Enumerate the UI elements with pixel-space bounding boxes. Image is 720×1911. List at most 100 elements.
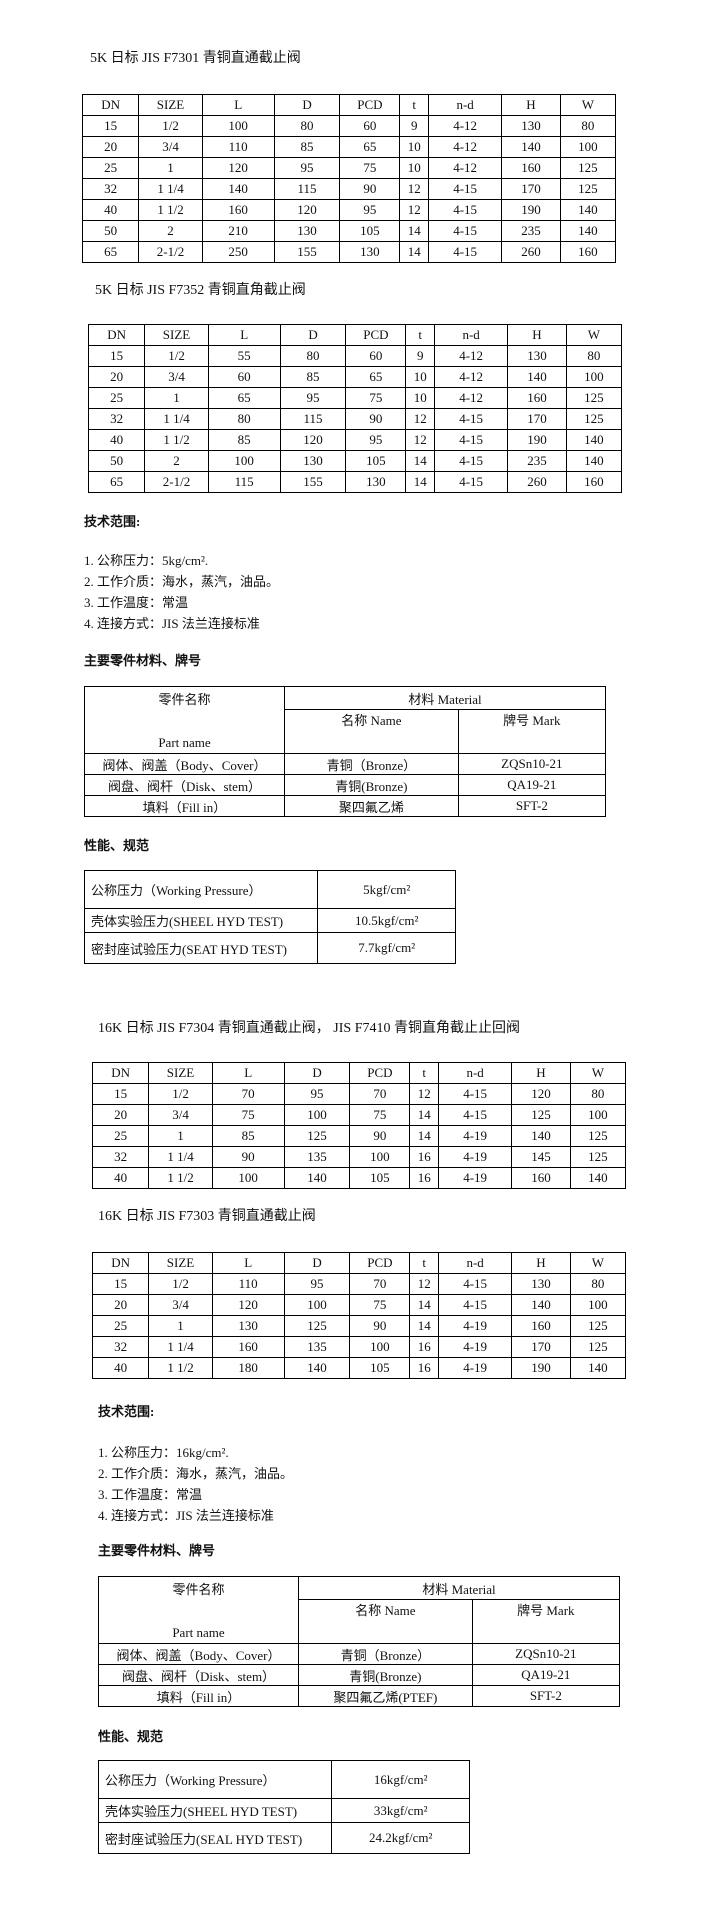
list-item: 2. 工作介质：海水，蒸汽，油品。 [84, 574, 280, 589]
cell: 阀盘、阀杆（Disk、stem） [83, 774, 286, 796]
cell: 14 [405, 471, 436, 493]
part-name-zh: 零件名称 [158, 692, 211, 707]
cell: 4-12 [428, 157, 503, 179]
cell: 160 [211, 1336, 285, 1358]
row: 15 1/2 100 80 60 9 4-12 130 80 [81, 115, 617, 137]
cell: 115 [207, 471, 281, 493]
cell: 4-15 [434, 450, 509, 472]
header-row: DN SIZE L D PCD t n-d H W [91, 1252, 627, 1274]
cell: 12 [399, 199, 430, 221]
cell: 125 [559, 157, 617, 179]
row: 阀盘、阀杆（Disk、stem） 青铜(Bronze) QA19-21 [83, 774, 607, 796]
spec-value: 33kgf/cm² [331, 1798, 470, 1823]
part-name-en: Part name [172, 1625, 225, 1640]
cell: 100 [211, 1167, 285, 1189]
cell: 60 [345, 345, 407, 367]
cell: 140 [283, 1167, 351, 1189]
cell: 3/4 [148, 1294, 213, 1316]
row: 密封座试验压力(SEAT HYD TEST) 7.7kgf/cm² [83, 932, 456, 964]
material-header: 材料 Material [298, 1575, 620, 1601]
cell: 140 [283, 1357, 351, 1379]
header-cell: W [565, 324, 623, 346]
cell: 25 [81, 157, 140, 179]
cell: 90 [349, 1125, 411, 1147]
spec-value: 10.5kgf/cm² [317, 908, 456, 933]
header-cell: H [507, 324, 567, 346]
header-cell: W [559, 94, 617, 116]
cell: 100 [559, 136, 617, 158]
cell: 125 [569, 1336, 627, 1358]
cell: 12 [409, 1083, 440, 1105]
cell: 40 [91, 1167, 150, 1189]
header-row: 零件名称 Part name 材料 Material [97, 1575, 620, 1644]
dimension-table: DN SIZE L D PCD t n-d H W 15 1/2 55 80 60 9 4-12 130 80 20… [87, 324, 623, 493]
cell: 160 [501, 157, 561, 179]
cell: 100 [569, 1104, 627, 1126]
cell: 1 1/2 [144, 429, 209, 451]
cell: 140 [559, 199, 617, 221]
cell: 65 [339, 136, 401, 158]
cell: 4-19 [438, 1357, 513, 1379]
cell: 4-12 [428, 115, 503, 137]
header-cell: n-d [438, 1062, 513, 1084]
cell: 32 [91, 1146, 150, 1168]
cell: 125 [569, 1315, 627, 1337]
cell: SFT-2 [471, 1685, 621, 1707]
cell: 95 [273, 157, 341, 179]
header-cell: PCD [349, 1252, 411, 1274]
cell: 3/4 [138, 136, 203, 158]
cell: 160 [201, 199, 275, 221]
cell: 12 [399, 178, 430, 200]
cell: 85 [207, 429, 281, 451]
header-cell: D [279, 324, 347, 346]
cell: 140 [501, 136, 561, 158]
cell: 100 [569, 1294, 627, 1316]
part-name-en: Part name [158, 735, 211, 750]
cell: 125 [569, 1125, 627, 1147]
header-cell: L [207, 324, 281, 346]
cell: 140 [565, 450, 623, 472]
cell: 40 [91, 1357, 150, 1379]
header-cell: PCD [349, 1062, 411, 1084]
row: 25 1 85 125 90 14 4-19 140 125 [91, 1125, 627, 1147]
cell: 250 [201, 241, 275, 263]
header-row: DN SIZE L D PCD t n-d H W [91, 1062, 627, 1084]
cell: 100 [283, 1294, 351, 1316]
cell: 14 [409, 1125, 440, 1147]
cell: 16 [409, 1357, 440, 1379]
cell: 15 [81, 115, 140, 137]
cell: 2-1/2 [144, 471, 209, 493]
cell: 3/4 [148, 1104, 213, 1126]
materials-table: 零件名称 Part name 材料 Material 名称 Name 牌号 Mark 阀体… [83, 685, 607, 817]
header-cell: D [283, 1252, 351, 1274]
materials-table: 零件名称 Part name 材料 Material 名称 Name 牌号 Mark 阀体… [97, 1575, 621, 1707]
header-cell: W [569, 1062, 627, 1084]
cell: 75 [345, 387, 407, 409]
cell: 135 [283, 1336, 351, 1358]
header-cell: L [211, 1252, 285, 1274]
section-title: 主要零件材料、牌号 [84, 653, 202, 668]
cell: 聚四氟乙烯 [284, 795, 459, 817]
row: 25 1 130 125 90 14 4-19 160 125 [91, 1315, 627, 1337]
cell: 65 [345, 366, 407, 388]
row: 32 1 1/4 160 135 100 16 4-19 170 125 [91, 1336, 627, 1358]
row: 65 2-1/2 250 155 130 14 4-15 260 160 [81, 241, 617, 263]
cell: 100 [283, 1104, 351, 1126]
cell: 40 [87, 429, 146, 451]
cell: 125 [283, 1125, 351, 1147]
row: 密封座试验压力(SEAL HYD TEST) 24.2kgf/cm² [97, 1822, 470, 1854]
tech-list: 1. 公称压力：16kg/cm². 2. 工作介质：海水，蒸汽，油品。 3. 工作温… [98, 1442, 293, 1526]
row: 32 1 1/4 90 135 100 16 4-19 145 125 [91, 1146, 627, 1168]
cell: 130 [345, 471, 407, 493]
cell: 14 [405, 450, 436, 472]
cell: 4-12 [434, 387, 509, 409]
cell: 120 [211, 1294, 285, 1316]
header-cell: n-d [434, 324, 509, 346]
row: 填料（Fill in） 聚四氟乙烯 SFT-2 [83, 795, 607, 817]
section-title: 5K 日标 JIS F7301 青铜直通截止阀 [90, 51, 301, 66]
cell: 110 [201, 136, 275, 158]
cell: 16 [409, 1167, 440, 1189]
cell: 75 [211, 1104, 285, 1126]
section-title: 技术范围: [98, 1404, 155, 1419]
cell: 4-15 [428, 199, 503, 221]
